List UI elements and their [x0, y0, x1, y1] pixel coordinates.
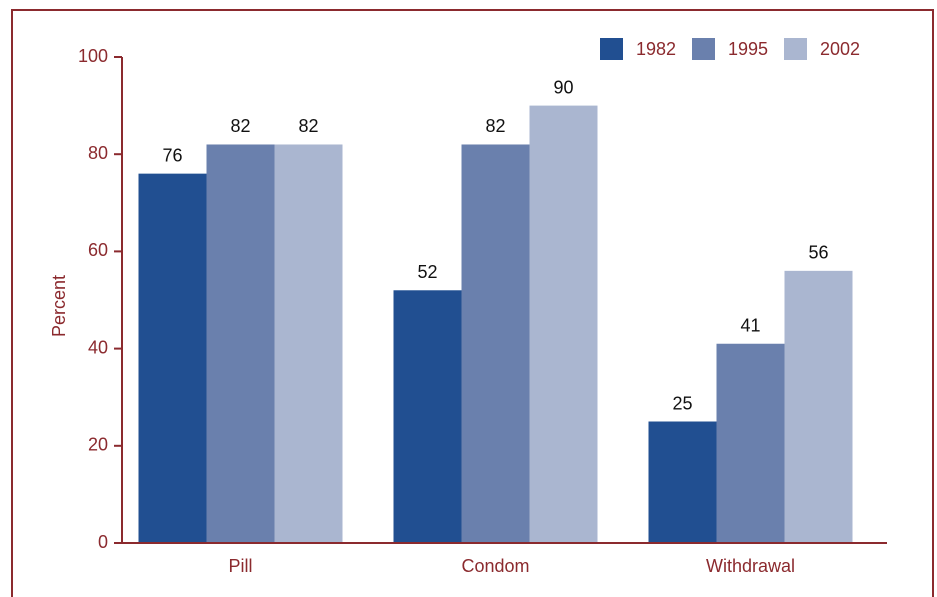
x-tick-label: Pill: [228, 556, 252, 576]
data-label: 41: [740, 315, 760, 335]
data-label: 56: [808, 243, 828, 263]
data-label: 82: [298, 116, 318, 136]
legend-swatch: [600, 38, 623, 60]
data-label: 76: [162, 145, 182, 165]
bar: [461, 144, 530, 544]
bar: [138, 173, 207, 543]
data-label: 52: [417, 262, 437, 282]
data-label: 25: [672, 393, 692, 413]
bar: [274, 144, 343, 544]
y-tick-label: 20: [88, 435, 108, 455]
y-tick-label: 80: [88, 143, 108, 163]
bar: [206, 144, 275, 544]
data-label: 82: [485, 116, 505, 136]
bar: [648, 421, 717, 543]
bar: [784, 270, 853, 543]
legend-swatch: [784, 38, 807, 60]
y-tick-label: 40: [88, 337, 108, 357]
bar: [393, 290, 462, 543]
legend-swatch: [692, 38, 715, 60]
y-tick-label: 0: [98, 532, 108, 552]
y-tick-label: 60: [88, 240, 108, 260]
frame: [11, 9, 934, 597]
legend-label: 1995: [728, 39, 768, 59]
y-axis-label: Percent: [49, 275, 69, 337]
data-label: 82: [230, 116, 250, 136]
x-tick-label: Condom: [461, 556, 529, 576]
bar: [529, 105, 598, 543]
data-label: 90: [553, 77, 573, 97]
legend-label: 2002: [820, 39, 860, 59]
bar: [716, 343, 785, 543]
x-tick-label: Withdrawal: [706, 556, 795, 576]
y-tick-label: 100: [78, 46, 108, 66]
legend-label: 1982: [636, 39, 676, 59]
